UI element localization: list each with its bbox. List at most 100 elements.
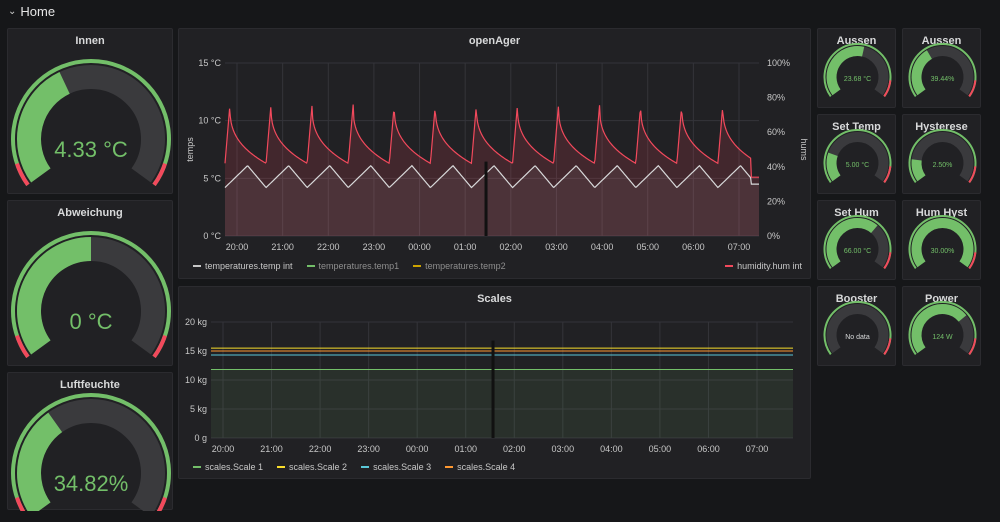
y-tick-label: 0 g [194,433,207,443]
gauge-set-temp: 5.00 °C [823,129,892,183]
openager-chart: 15 °C 10 °C 5 °C 0 °C 100% 80% 60% 40% 20% 0% 20:0… [185,58,809,252]
gauge-threshold-ring [908,43,977,97]
gauge-threshold-high [968,252,977,269]
gauge-threshold-high [968,338,977,355]
legend-item-temp2[interactable]: temperatures.temp2 [413,261,506,271]
gauge-value-arc [826,46,865,96]
series-temperatures-temp-int [224,164,759,189]
x-tick-label: 05:00 [649,444,672,454]
gauge-hum-hyst: 30.00% [908,215,977,269]
x-tick-label: 02:00 [503,444,526,454]
gauge-threshold-ring [823,43,892,97]
gauge-value-arc [826,152,841,182]
x-tick-label: 06:00 [682,242,705,252]
gauge-hysterese: 2.50% [908,129,977,183]
gauge-value-arc [911,159,926,182]
gauge-booster: No data [823,301,892,355]
gauge-threshold-high [968,166,977,183]
gauge-aussen-temp: 23.68 °C [823,43,892,97]
panel-aussen-hum[interactable]: Aussen 39.44% [902,28,981,108]
gauge-threshold-ring [11,393,171,511]
y-tick-label: 5 kg [190,404,207,414]
gauge-threshold-ring [823,129,892,183]
x-tick-label: 01:00 [454,444,477,454]
gauge-threshold-ring [11,59,171,187]
gauge-threshold-ring [908,301,977,355]
gauge-threshold-ring [823,301,892,355]
legend-item-temp1[interactable]: temperatures.temp1 [306,261,399,271]
gauge-threshold-high [968,80,977,97]
data-gap [491,340,495,438]
x-tick-label: 04:00 [591,242,614,252]
panel-booster[interactable]: Booster No data [817,286,896,366]
legend-item-hum-int[interactable]: humidity.hum int [725,261,802,271]
panel-title: Set Temp [832,121,881,133]
gauge-abweichung: 0 °C [11,231,171,359]
x-tick-label: 00:00 [408,242,431,252]
panel-luftfeuchte[interactable]: Luftfeuchte 34.82% [7,372,173,511]
legend-item-scale1[interactable]: scales.Scale 1 [193,462,263,472]
x-tick-label: 23:00 [357,444,380,454]
panel-title: Luftfeuchte [60,379,120,391]
gauge-threshold-low [15,334,30,359]
gauge-value-text: 66.00 °C [844,247,871,255]
panel-title: Abweichung [57,207,123,219]
y2-tick-label: 100% [767,58,790,68]
gauge-threshold-high [152,162,167,187]
gauge-threshold-ring [908,215,977,269]
panel-set-temp[interactable]: Set Temp 5.00 °C [817,114,896,194]
gauge-threshold-high [883,338,892,355]
gauge-innen: 4.33 °C [11,59,171,187]
panel-title: Aussen [921,35,962,47]
panel-hum-hyst[interactable]: Hum Hyst 30.00% [902,200,981,280]
panel-title: Aussen [836,35,877,47]
panel-innen[interactable]: Innen 4.33 °C [7,28,173,194]
gauge-value-arc [17,412,63,511]
gauge-threshold-ring [908,129,977,183]
x-tick-label: 03:00 [552,444,575,454]
y-tick-label: 15 °C [198,58,221,68]
panel-openager[interactable]: openAger 15 °C 10 °C 5 °C 0 °C 100% 80% 60% 40%… [178,28,811,279]
gauge-threshold-high [883,252,892,269]
dashboard-header[interactable]: ⌄ Home [8,3,55,19]
legend-item-scale4[interactable]: scales.Scale 4 [445,462,515,472]
legend-item-scale2[interactable]: scales.Scale 2 [277,462,347,472]
x-tick-label: 23:00 [363,242,386,252]
panel-abweichung[interactable]: Abweichung 0 °C [7,200,173,366]
x-tick-label: 04:00 [600,444,623,454]
panel-title: Booster [835,293,878,305]
gauge-value-arc [17,72,71,183]
panel-aussen-temp[interactable]: Aussen 23.68 °C [817,28,896,108]
legend-item-scale3[interactable]: scales.Scale 3 [361,462,431,472]
y2-tick-label: 0% [767,231,780,241]
y-tick-label: 10 kg [185,375,207,385]
x-tick-label: 20:00 [212,444,235,454]
panel-title: Hum Hyst [915,207,968,219]
panel-power[interactable]: Power 124 W [902,286,981,366]
panel-scales[interactable]: Scales 20 kg 15 kg 10 kg 5 kg 0 g 20:00 21:00 2… [178,286,811,479]
gauge-threshold-low [15,496,26,511]
gauge-value-text: 34.82% [54,471,129,496]
gauge-value-arc [17,237,92,355]
x-tick-label: 07:00 [728,242,751,252]
panel-set-hum[interactable]: Set Hum 66.00 °C [817,200,896,280]
gauge-value-text: 39.44% [931,76,955,83]
temp-area [225,165,759,236]
panel-title: Hysterese [915,121,968,133]
panel-hysterese[interactable]: Hysterese 2.50% [902,114,981,194]
chevron-down-icon[interactable]: ⌄ [8,5,17,17]
gauge-value-text: 124 W [932,334,953,341]
x-tick-label: 01:00 [454,242,477,252]
x-tick-label: 22:00 [317,242,340,252]
series-humidity-hum-int [224,104,759,178]
gauge-threshold-high [152,334,167,359]
x-tick-label: 00:00 [406,444,429,454]
gauge-value-text: 30.00% [931,248,955,255]
x-tick-label: 07:00 [746,444,769,454]
y-tick-label: 0 °C [203,231,221,241]
y-axis-label: temps [185,137,195,162]
legend-item-temp-int[interactable]: temperatures.temp int [193,261,293,271]
data-gap [484,161,488,236]
gauge-value-arc [911,218,974,268]
panel-title: Scales [477,293,512,305]
